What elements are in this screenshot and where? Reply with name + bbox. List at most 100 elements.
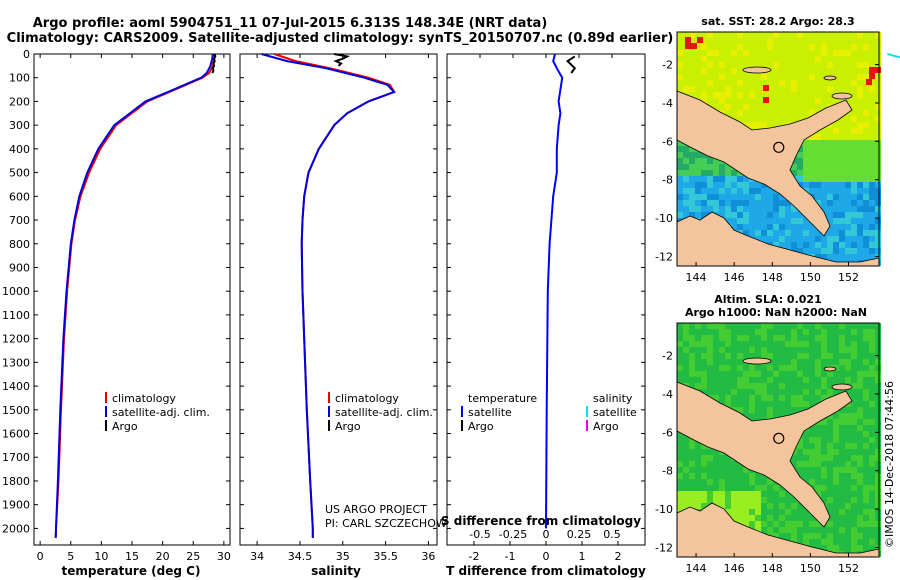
map-cell [815, 104, 821, 110]
map-cell [785, 104, 791, 110]
map-cell [875, 419, 881, 425]
map-cell [683, 86, 689, 92]
map-cell [869, 425, 875, 431]
map-cell [779, 485, 785, 491]
map-cell [791, 104, 797, 110]
map-cell [857, 401, 863, 407]
map-cell [815, 467, 821, 473]
map-cell [809, 92, 815, 98]
map-cell [695, 359, 701, 365]
map-cell [677, 62, 683, 68]
map-cell [869, 212, 875, 218]
map-cell [719, 170, 725, 176]
map-cell [743, 122, 749, 128]
map-cell [737, 503, 743, 509]
map-cell [737, 515, 743, 521]
map-cell [827, 146, 833, 152]
map-cell [707, 461, 713, 467]
map-cell [689, 365, 695, 371]
map-cell [869, 521, 875, 527]
map-cell [827, 521, 833, 527]
map-cell [833, 32, 839, 38]
map-cell [743, 395, 749, 401]
map-cell [845, 32, 851, 38]
map-cell [677, 491, 683, 497]
map-cell [785, 515, 791, 521]
map-cell [857, 395, 863, 401]
map-cell [851, 521, 857, 527]
map-cell [815, 521, 821, 527]
map-cell [797, 353, 803, 359]
map-cell [773, 515, 779, 521]
map-cell [773, 80, 779, 86]
map-cell [857, 56, 863, 62]
map-cell [821, 467, 827, 473]
map-cell [785, 32, 791, 38]
map-cell [743, 389, 749, 395]
map-cell [869, 92, 875, 98]
map-cell [767, 104, 773, 110]
map-cell [827, 461, 833, 467]
map-cell [869, 56, 875, 62]
map-cell [839, 80, 845, 86]
map-cell [839, 461, 845, 467]
map-cell [761, 347, 767, 353]
map-cell [677, 176, 683, 182]
map-cell [731, 485, 737, 491]
temperature-plot [33, 53, 231, 546]
map-x-tick-label: 150 [800, 271, 821, 284]
map-cell [845, 38, 851, 44]
map-cell [869, 533, 875, 539]
map-cell [743, 353, 749, 359]
map-cell [803, 467, 809, 473]
map-cell [857, 455, 863, 461]
map-cell [767, 200, 773, 206]
series-line-argo [211, 53, 217, 74]
map-cell [809, 341, 815, 347]
map-cell [737, 50, 743, 56]
map-cell [677, 497, 683, 503]
map-cell [833, 80, 839, 86]
map-cell [707, 56, 713, 62]
map-cell [857, 146, 863, 152]
map-cell [677, 473, 683, 479]
map-cell [863, 437, 869, 443]
map-cell [749, 413, 755, 419]
map-x-tick-label: 146 [724, 271, 745, 284]
map-cell [749, 503, 755, 509]
map-cell [683, 359, 689, 365]
map-cell [869, 527, 875, 533]
map-cell [869, 254, 875, 260]
map-cell [743, 515, 749, 521]
map-cell [839, 485, 845, 491]
map-cell [707, 158, 713, 164]
map-cell [697, 37, 703, 43]
map-cell [839, 62, 845, 68]
map-cell [863, 335, 869, 341]
map-cell [803, 377, 809, 383]
map-cell [803, 32, 809, 38]
map-cell [863, 158, 869, 164]
map-cell [821, 128, 827, 134]
map-cell [845, 188, 851, 194]
map-cell [803, 62, 809, 68]
map-cell [689, 200, 695, 206]
legend-s-argo: Argo [593, 420, 619, 433]
map-cell [701, 86, 707, 92]
map-cell [755, 182, 761, 188]
map-cell [845, 479, 851, 485]
map-cell [755, 473, 761, 479]
map-cell [689, 443, 695, 449]
map-cell [689, 449, 695, 455]
map-cell [701, 491, 707, 497]
map-cell [677, 80, 683, 86]
map-cell [755, 413, 761, 419]
map-cell [851, 431, 857, 437]
map-cell [725, 80, 731, 86]
map-cell [791, 455, 797, 461]
legend-t-satellite: satellite [468, 406, 512, 419]
map-cell [839, 56, 845, 62]
map-cell [875, 329, 881, 335]
map-cell [809, 479, 815, 485]
map-cell [749, 206, 755, 212]
